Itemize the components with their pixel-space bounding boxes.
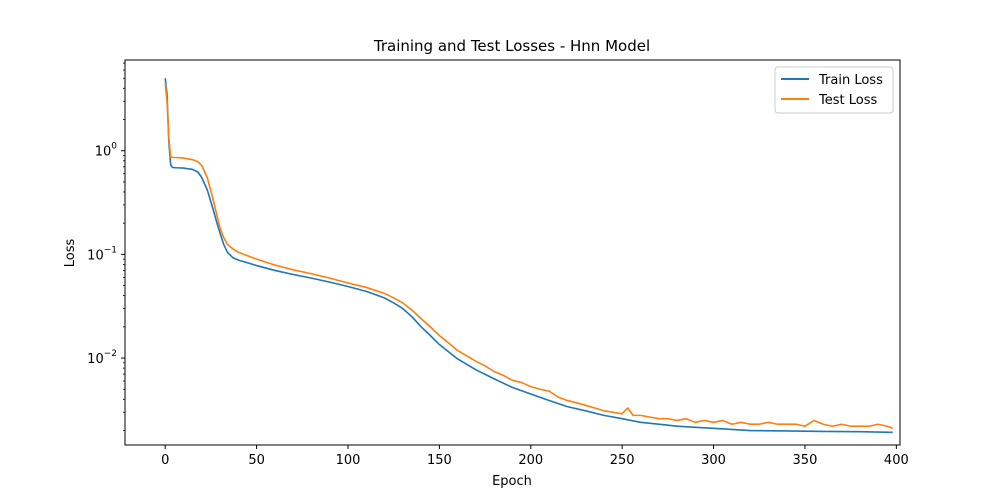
x-tick-label-50: 50	[248, 453, 265, 468]
y-axis-label: Loss	[63, 239, 78, 268]
legend-label-test: Test Loss	[818, 93, 877, 108]
x-tick-label-250: 250	[610, 453, 635, 468]
legend-label-train: Train Loss	[818, 73, 883, 88]
series-layer	[164, 78, 893, 434]
series-line-test-loss	[164, 82, 893, 430]
y-axis-ticks: 100 10−1 10−2	[87, 142, 125, 367]
x-tick-label-100: 100	[336, 453, 361, 468]
x-axis-ticks: 0 50 100 150 200 250 300 350 400	[161, 445, 909, 468]
legend: Train Loss Test Loss	[774, 66, 894, 114]
y-tick-label-0: 100	[95, 142, 118, 160]
x-tick-label-200: 200	[518, 453, 543, 468]
series-line-train-loss	[164, 78, 893, 434]
plot-frame	[124, 59, 901, 446]
chart-title: Training and Test Losses - Hnn Model	[373, 37, 650, 55]
x-tick-label-150: 150	[427, 453, 452, 468]
x-axis-label: Epoch	[492, 474, 532, 489]
x-tick-label-400: 400	[884, 453, 909, 468]
x-tick-label-350: 350	[793, 453, 818, 468]
y-tick-label-2: 10−2	[87, 349, 117, 367]
x-tick-label-300: 300	[701, 453, 726, 468]
y-tick-label-1: 10−1	[87, 245, 117, 263]
x-tick-label-0: 0	[161, 453, 169, 468]
